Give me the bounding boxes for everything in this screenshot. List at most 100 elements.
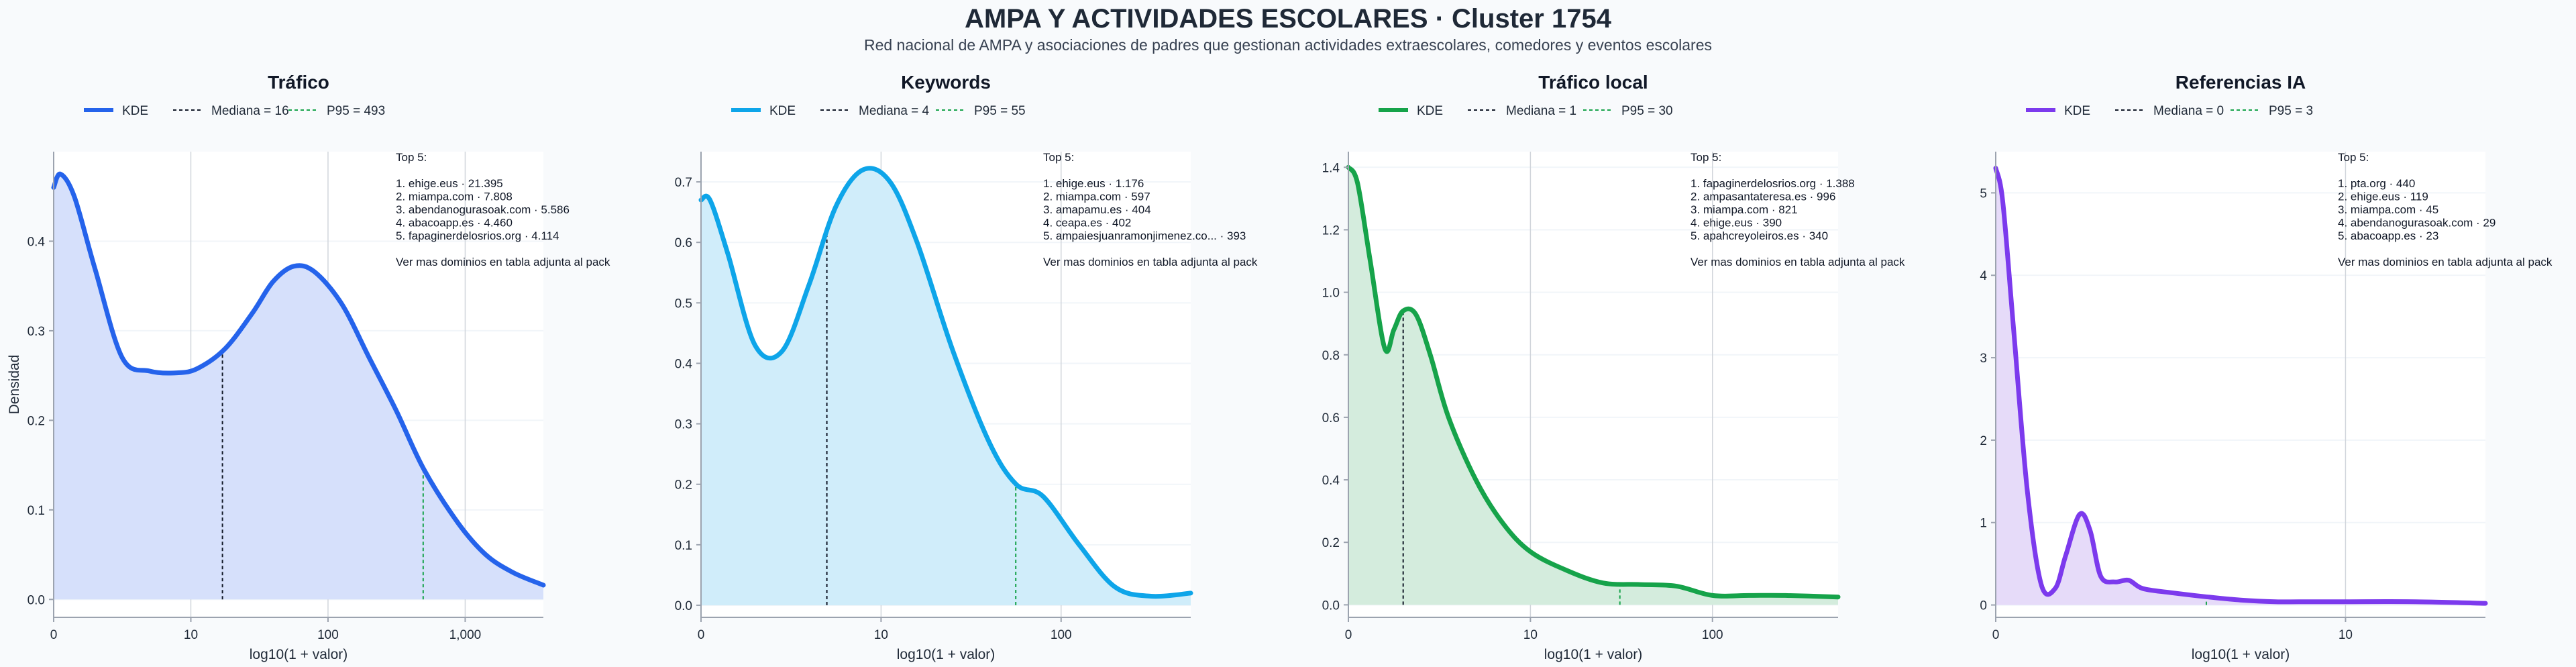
chart-trafico: Tráfico KDE Mediana = 16 P95 = 493 0.0 0.1 0.2…: [7, 72, 610, 662]
top5-footer: Ver mas dominios en tabla adjunta al pac…: [1690, 256, 1905, 268]
chart-trafico-local: Tráfico local KDE Mediana = 1 P95 = 30 0.0 0.…: [1322, 72, 1905, 662]
chart-referencias-ia: Referencias IA KDE Mediana = 0 P95 = 3 0 1 2 3 4…: [1980, 72, 2553, 662]
y-tick-label: 0.2: [28, 414, 45, 428]
top5-heading: Top 5:: [1690, 151, 1721, 164]
top5-item: 2. ehige.eus · 119: [2338, 191, 2428, 203]
top5-footer: Ver mas dominios en tabla adjunta al pac…: [2338, 256, 2553, 268]
y-tick-label: 0.0: [675, 599, 692, 613]
page-title: AMPA Y ACTIVIDADES ESCOLARES · Cluster 1…: [965, 4, 1611, 34]
x-axis-label: log10(1 + valor): [897, 647, 996, 662]
top5-footer: Ver mas dominios en tabla adjunta al pac…: [396, 256, 610, 268]
y-tick-label: 0.7: [675, 176, 692, 190]
legend-p95-label: P95 = 493: [327, 104, 385, 118]
y-tick-label: 1.4: [1322, 161, 1340, 175]
kde-line: [1993, 166, 2488, 606]
y-tick-label: 1.2: [1322, 223, 1340, 238]
x-tick-label: 10: [874, 628, 888, 642]
top5-item: 3. amapamu.es · 404: [1043, 203, 1151, 216]
y-axis-label: Densidad: [7, 355, 22, 415]
legend-p95-label: P95 = 30: [1621, 104, 1673, 118]
top5-item: 5. fapaginerdelosrios.org · 4.114: [396, 229, 559, 242]
y-tick-label: 0.3: [675, 418, 692, 432]
x-axis-label: log10(1 + valor): [250, 647, 348, 662]
x-tick-label: 100: [317, 628, 339, 642]
y-tick-label: 0.2: [1322, 536, 1340, 550]
chart-panel-keywords: Keywords KDE Mediana = 4 P95 = 55 0.0 0.1 0.2 0…: [647, 67, 1265, 664]
top5-item: 3. miampa.com · 45: [2338, 203, 2438, 216]
legend-median-label: Mediana = 1: [1506, 104, 1576, 118]
y-tick-label: 1.0: [1322, 287, 1340, 301]
x-tick-label: 0: [1992, 628, 2000, 642]
y-tick-label: 0.6: [675, 236, 692, 250]
x-axis-label: log10(1 + valor): [1544, 647, 1643, 662]
y-tick-label: 0.5: [675, 297, 692, 311]
top5-item: 4. ehige.eus · 390: [1690, 217, 1782, 229]
y-tick-label: 0: [1980, 599, 1987, 613]
top5-item: 5. ampaiesjuanramonjimenez.co... · 393: [1043, 229, 1246, 242]
kde-line: [1346, 164, 1841, 600]
chart-title: Tráfico: [268, 72, 329, 93]
y-tick-label: 1: [1980, 517, 1987, 531]
legend-p95-label: P95 = 3: [2269, 104, 2313, 118]
chart-title: Tráfico local: [1538, 72, 1648, 93]
top5-item: 4. abendanogurasoak.com · 29: [2338, 217, 2496, 229]
y-tick-label: 0.1: [675, 539, 692, 553]
legend-median-label: Mediana = 0: [2153, 104, 2224, 118]
kde-area: [1348, 167, 1838, 605]
top5-heading: Top 5:: [1043, 151, 1074, 164]
top5-item: 5. abacoapp.es · 23: [2338, 229, 2438, 242]
chart-panel-trafico: Tráfico KDE Mediana = 16 P95 = 493 0.0 0.1 0.2…: [0, 67, 617, 664]
top5-item: 1. ehige.eus · 21.395: [396, 177, 503, 190]
top5-item: 4. ceapa.es · 402: [1043, 217, 1131, 229]
x-tick-label: 0: [1345, 628, 1352, 642]
y-tick-label: 0.4: [675, 357, 693, 371]
chart-panel-referencias-ia: Referencias IA KDE Mediana = 0 P95 = 3 0 1 2 3 4…: [1942, 67, 2559, 664]
y-tick-label: 3: [1980, 352, 1987, 366]
x-tick-label: 1,000: [449, 628, 482, 642]
y-tick-label: 0.8: [1322, 349, 1340, 363]
y-tick-label: 5: [1980, 187, 1987, 201]
top5-item: 3. miampa.com · 821: [1690, 203, 1798, 216]
page-subtitle: Red nacional de AMPA y asociaciones de p…: [863, 36, 1713, 54]
top5-item: 2. miampa.com · 597: [1043, 191, 1150, 203]
chart-keywords: Keywords KDE Mediana = 4 P95 = 55 0.0 0.1 0.2 0…: [675, 72, 1258, 662]
kde-area: [54, 174, 543, 600]
kde-line: [698, 166, 1193, 599]
top5-item: 4. abacoapp.es · 4.460: [396, 217, 513, 229]
y-tick-label: 0.2: [675, 478, 692, 493]
kde-area: [701, 168, 1191, 605]
x-tick-label: 100: [1051, 628, 1072, 642]
x-tick-label: 10: [184, 628, 198, 642]
x-tick-label: 100: [1702, 628, 1723, 642]
top5-item: 2. ampasantateresa.es · 996: [1690, 191, 1835, 203]
legend-kde-label: KDE: [1417, 104, 1443, 118]
y-tick-label: 2: [1980, 434, 1987, 448]
x-tick-label: 0: [50, 628, 58, 642]
chart-title: Referencias IA: [2176, 72, 2306, 93]
legend-p95-label: P95 = 55: [974, 104, 1026, 118]
top5-heading: Top 5:: [2338, 151, 2369, 164]
legend-kde-label: KDE: [122, 104, 148, 118]
y-tick-label: 0.1: [28, 504, 45, 518]
legend-median-label: Mediana = 16: [211, 104, 289, 118]
chart-title: Keywords: [901, 72, 991, 93]
top5-item: 3. abendanogurasoak.com · 5.586: [396, 203, 570, 216]
top5-heading: Top 5:: [396, 151, 427, 164]
legend-kde-label: KDE: [2064, 104, 2090, 118]
y-tick-label: 0.0: [28, 593, 45, 607]
top5-item: 1. fapaginerdelosrios.org · 1.388: [1690, 177, 1855, 190]
y-tick-label: 0.3: [28, 325, 45, 339]
top5-item: 1. pta.org · 440: [2338, 177, 2415, 190]
legend-median-label: Mediana = 4: [859, 104, 930, 118]
top5-footer: Ver mas dominios en tabla adjunta al pac…: [1043, 256, 1258, 268]
kde-line: [51, 171, 546, 588]
legend-kde-label: KDE: [769, 104, 796, 118]
chart-panel-trafico-local: Tráfico local KDE Mediana = 1 P95 = 30 0.0 0.…: [1295, 67, 1912, 664]
top5-item: 5. apahcreyoleiros.es · 340: [1690, 229, 1828, 242]
y-tick-label: 0.0: [1322, 599, 1340, 613]
top5-item: 1. ehige.eus · 1.176: [1043, 177, 1144, 190]
top5-item: 2. miampa.com · 7.808: [396, 191, 513, 203]
x-axis-label: log10(1 + valor): [2192, 647, 2290, 662]
y-tick-label: 0.4: [28, 235, 46, 249]
y-tick-label: 0.6: [1322, 411, 1340, 425]
